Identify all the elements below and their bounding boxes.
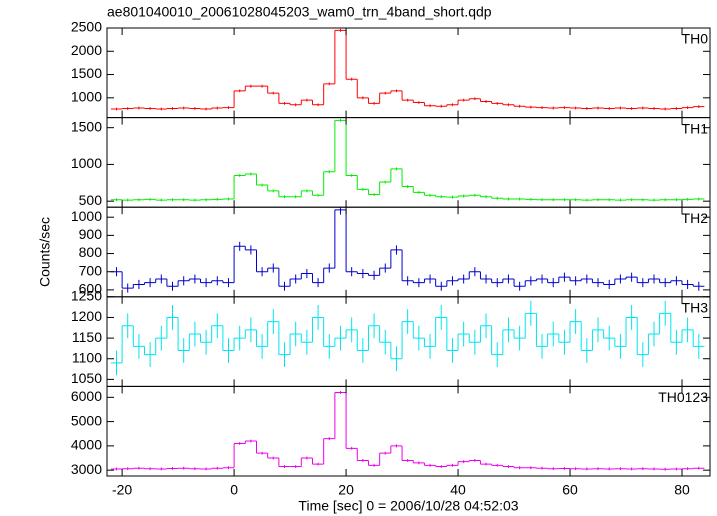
plot-area xyxy=(110,118,705,202)
y-tick-label: 3000 xyxy=(71,461,102,477)
y-tick-label: 900 xyxy=(79,226,103,242)
x-tick-label: 20 xyxy=(338,482,354,498)
x-tick-label: 60 xyxy=(562,482,578,498)
y-tick-label: 1000 xyxy=(71,208,102,224)
plot-area xyxy=(110,207,705,293)
x-axis-label: Time [sec] 0 = 2006/10/28 04:52:03 xyxy=(298,498,518,514)
y-tick-label: 2000 xyxy=(71,42,102,58)
y-tick-label: 2500 xyxy=(71,19,102,35)
panel-frame xyxy=(106,296,711,387)
y-tick-label: 6000 xyxy=(71,388,102,404)
y-tick-label: 1150 xyxy=(72,329,102,345)
panel-label: TH3 xyxy=(682,300,709,316)
panel-frame xyxy=(106,206,711,298)
y-tick-label: 1000 xyxy=(71,155,102,171)
y-tick-label: 800 xyxy=(79,244,103,260)
y-tick-label: 1100 xyxy=(72,349,102,365)
y-tick-label: 1500 xyxy=(71,118,102,134)
y-tick-label: 500 xyxy=(79,192,103,208)
x-tick-label: 80 xyxy=(674,482,690,498)
plot-area xyxy=(110,391,705,471)
y-tick-label: 5000 xyxy=(71,412,102,428)
x-tick-label: 0 xyxy=(230,482,238,498)
y-tick-label: 1000 xyxy=(71,89,102,105)
panel-frame xyxy=(106,117,711,208)
y-tick-label: 1250 xyxy=(71,288,102,304)
y-tick-label: 700 xyxy=(79,262,103,278)
x-tick-label: 40 xyxy=(450,482,466,498)
chart-title: ae801040010_20061028045203_wam0_trn_4ban… xyxy=(107,4,492,20)
y-tick-label: 1500 xyxy=(71,65,102,81)
panel-label: TH2 xyxy=(682,210,709,226)
panel-frame xyxy=(106,385,711,477)
panel-label: TH1 xyxy=(682,120,709,136)
plot-area xyxy=(110,300,705,376)
y-tick-label: 600 xyxy=(79,281,103,297)
panel-label: TH0 xyxy=(682,31,709,47)
panel-label: TH0123 xyxy=(658,389,708,405)
y-tick-label: 1050 xyxy=(71,370,102,386)
x-tick-label: -20 xyxy=(112,482,132,498)
y-axis-label: Counts/sec xyxy=(37,217,53,287)
panel-frame xyxy=(106,27,711,119)
y-tick-label: 4000 xyxy=(71,437,102,453)
y-tick-label: 1200 xyxy=(71,308,102,324)
plot-area xyxy=(110,28,705,111)
